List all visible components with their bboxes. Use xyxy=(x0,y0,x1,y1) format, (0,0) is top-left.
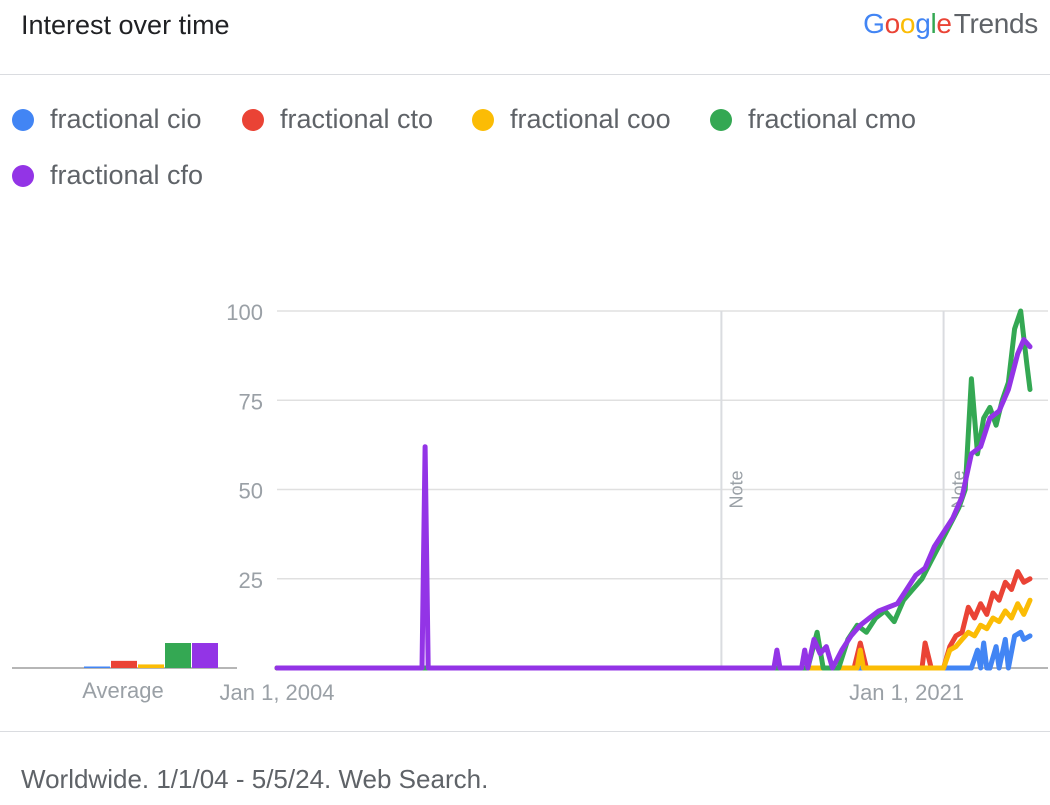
average-bar xyxy=(111,660,137,668)
legend-label-cmo: fractional cmo xyxy=(748,104,917,134)
series-line-4 xyxy=(274,337,1033,671)
average-bar xyxy=(192,643,218,668)
legend-item-cmo[interactable]: fractional cmo xyxy=(710,104,916,135)
google-trends-logo: GoogleTrends xyxy=(863,8,1039,39)
average-bar xyxy=(138,664,164,668)
chart-title: Interest over time xyxy=(21,10,230,40)
series-line-0 xyxy=(274,629,1033,671)
x-tick-label: Jan 1, 2021 xyxy=(849,680,964,705)
legend-item-cto[interactable]: fractional cto xyxy=(242,104,433,135)
legend-label-cio: fractional cio xyxy=(50,104,202,134)
legend-item-cfo[interactable]: fractional cfo xyxy=(12,160,203,191)
legend-swatch-cio xyxy=(12,108,34,131)
y-tick-label: 25 xyxy=(239,568,263,593)
legend-swatch-cfo xyxy=(12,164,34,187)
chart-footer: Worldwide. 1/1/04 - 5/5/24. Web Search. xyxy=(0,731,1050,805)
footer-caption: Worldwide. 1/1/04 - 5/5/24. Web Search. xyxy=(21,764,489,794)
legend-swatch-coo xyxy=(472,108,494,131)
legend-swatch-cmo xyxy=(710,108,732,131)
average-label: Average xyxy=(82,678,164,703)
legend-label-cto: fractional cto xyxy=(280,104,434,134)
average-bar xyxy=(165,643,191,668)
y-tick-label: 100 xyxy=(226,300,263,325)
series-line-2 xyxy=(274,597,1033,671)
y-tick-label: 50 xyxy=(239,479,263,504)
chart-header: Interest over time GoogleTrends xyxy=(0,0,1050,75)
legend-item-coo[interactable]: fractional coo xyxy=(472,104,671,135)
legend-label-cfo: fractional cfo xyxy=(50,160,204,190)
average-bar xyxy=(84,666,110,668)
legend-swatch-cto xyxy=(242,108,264,131)
y-tick-label: 75 xyxy=(239,389,263,414)
legend-item-cio[interactable]: fractional cio xyxy=(12,104,202,135)
x-tick-label: Jan 1, 2004 xyxy=(220,680,335,705)
brand-trends-text: Trends xyxy=(953,8,1039,39)
note-label: Note xyxy=(726,470,746,508)
legend-label-coo: fractional coo xyxy=(510,104,671,134)
